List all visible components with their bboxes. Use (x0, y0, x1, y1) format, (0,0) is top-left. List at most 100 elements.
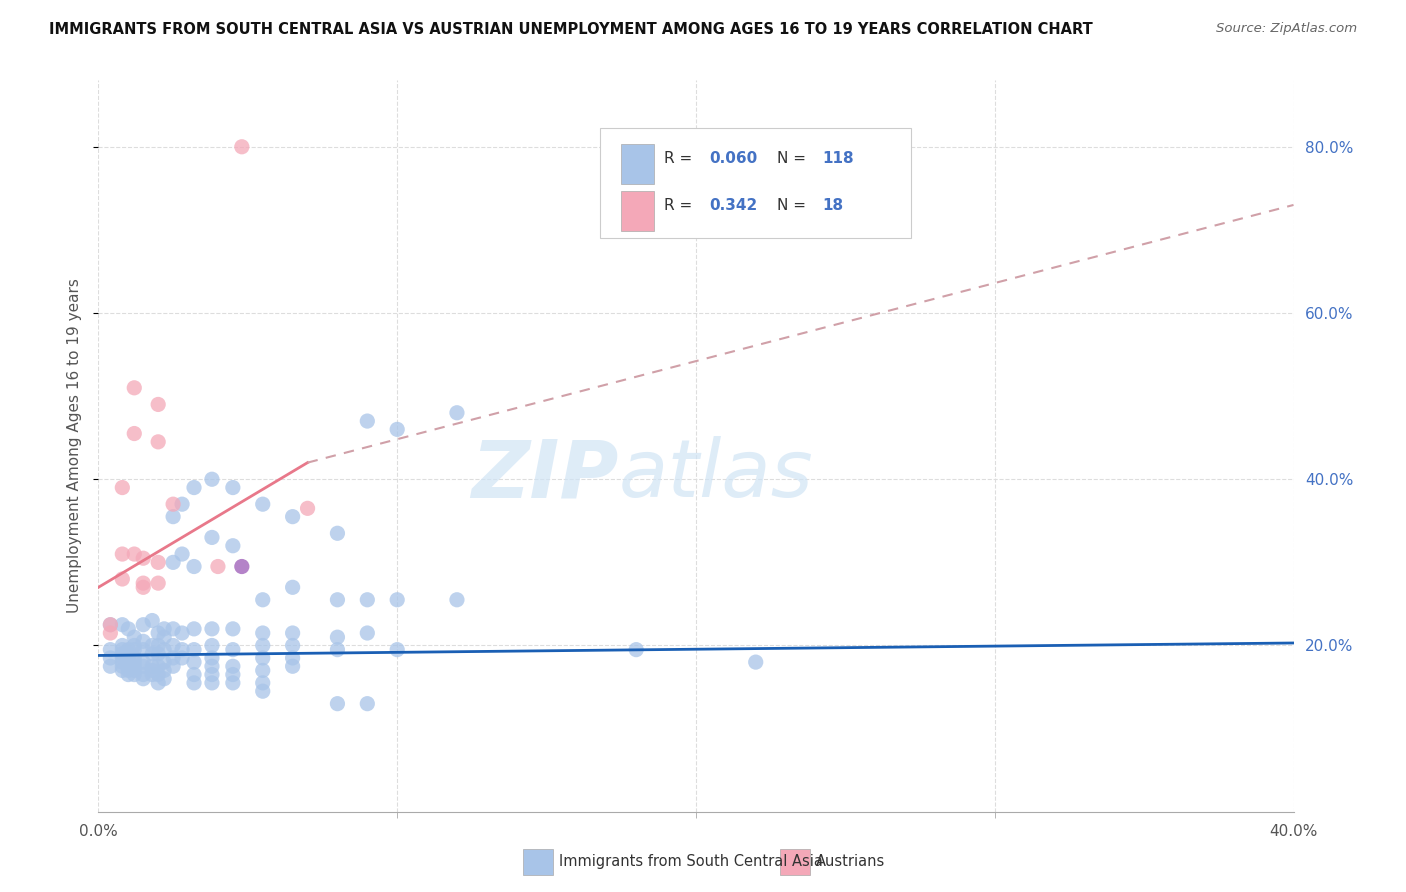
Bar (779, 849, 810, 875)
Point (326, 642, 349, 657)
Text: 0.060: 0.060 (709, 151, 758, 166)
Point (183, 667, 205, 681)
Point (162, 555, 184, 569)
Text: IMMIGRANTS FROM SOUTH CENTRAL ASIA VS AUSTRIAN UNEMPLOYMENT AMONG AGES 16 TO 19 : IMMIGRANTS FROM SOUTH CENTRAL ASIA VS AU… (49, 22, 1092, 37)
Point (124, 667, 146, 681)
Point (231, 559, 253, 574)
Point (153, 630, 176, 644)
Text: Immigrants from South Central Asia: Immigrants from South Central Asia (558, 854, 823, 869)
Point (124, 381, 146, 395)
Point (231, 140, 253, 154)
Point (252, 684, 274, 698)
Point (124, 655, 146, 669)
Point (111, 651, 134, 665)
Point (281, 639, 304, 653)
Point (148, 626, 170, 640)
Point (326, 697, 349, 711)
Point (201, 659, 224, 673)
Point (326, 526, 349, 541)
Point (222, 481, 245, 495)
Point (148, 659, 170, 673)
Point (326, 630, 349, 644)
Point (626, 642, 648, 657)
Point (124, 651, 146, 665)
Point (281, 626, 304, 640)
Point (117, 659, 139, 673)
Point (153, 664, 176, 678)
Point (222, 659, 245, 673)
Point (98, 617, 122, 632)
Point (111, 647, 134, 661)
Point (111, 642, 134, 657)
Point (117, 647, 139, 661)
Point (252, 639, 274, 653)
Text: 118: 118 (823, 151, 855, 166)
Point (183, 676, 205, 690)
Point (132, 659, 155, 673)
Point (252, 651, 274, 665)
Point (117, 642, 139, 657)
Point (183, 481, 205, 495)
Point (132, 642, 155, 657)
Text: 0.342: 0.342 (709, 198, 758, 213)
Point (148, 676, 170, 690)
Point (141, 667, 163, 681)
Text: 18: 18 (823, 198, 844, 213)
Point (222, 676, 245, 690)
Point (124, 630, 146, 644)
Text: Austrians: Austrians (815, 854, 884, 869)
Point (201, 639, 224, 653)
Point (124, 426, 146, 441)
Point (153, 655, 176, 669)
Y-axis label: Unemployment Among Ages 16 to 19 years: Unemployment Among Ages 16 to 19 years (67, 278, 83, 614)
Point (141, 647, 163, 661)
Point (281, 651, 304, 665)
Point (252, 664, 274, 678)
Point (111, 664, 134, 678)
Point (172, 497, 194, 511)
Point (153, 642, 176, 657)
Point (162, 659, 184, 673)
Point (153, 672, 176, 686)
Point (111, 639, 134, 653)
Text: ZIP: ZIP (471, 436, 619, 515)
Point (111, 547, 134, 561)
Point (281, 659, 304, 673)
Text: Source: ZipAtlas.com: Source: ZipAtlas.com (1216, 22, 1357, 36)
Point (183, 559, 205, 574)
FancyBboxPatch shape (600, 128, 911, 237)
Point (148, 434, 170, 449)
Bar (523, 849, 553, 875)
Point (132, 576, 155, 591)
Point (162, 639, 184, 653)
Point (117, 651, 139, 665)
Point (252, 626, 274, 640)
Point (111, 481, 134, 495)
Point (148, 555, 170, 569)
Point (132, 617, 155, 632)
Point (252, 497, 274, 511)
Point (207, 559, 229, 574)
Point (201, 651, 224, 665)
Point (141, 659, 163, 673)
Point (162, 497, 184, 511)
Point (446, 406, 468, 420)
Point (148, 397, 170, 411)
Point (201, 622, 224, 636)
Point (124, 639, 146, 653)
Point (111, 659, 134, 673)
Point (326, 592, 349, 607)
Point (172, 626, 194, 640)
Point (111, 572, 134, 586)
Point (385, 642, 409, 657)
Point (252, 676, 274, 690)
Point (117, 664, 139, 678)
Text: R =: R = (664, 151, 697, 166)
Bar (620, 191, 654, 231)
Point (148, 576, 170, 591)
Point (132, 551, 155, 566)
Point (141, 664, 163, 678)
Point (124, 659, 146, 673)
Point (172, 642, 194, 657)
Point (297, 501, 319, 516)
